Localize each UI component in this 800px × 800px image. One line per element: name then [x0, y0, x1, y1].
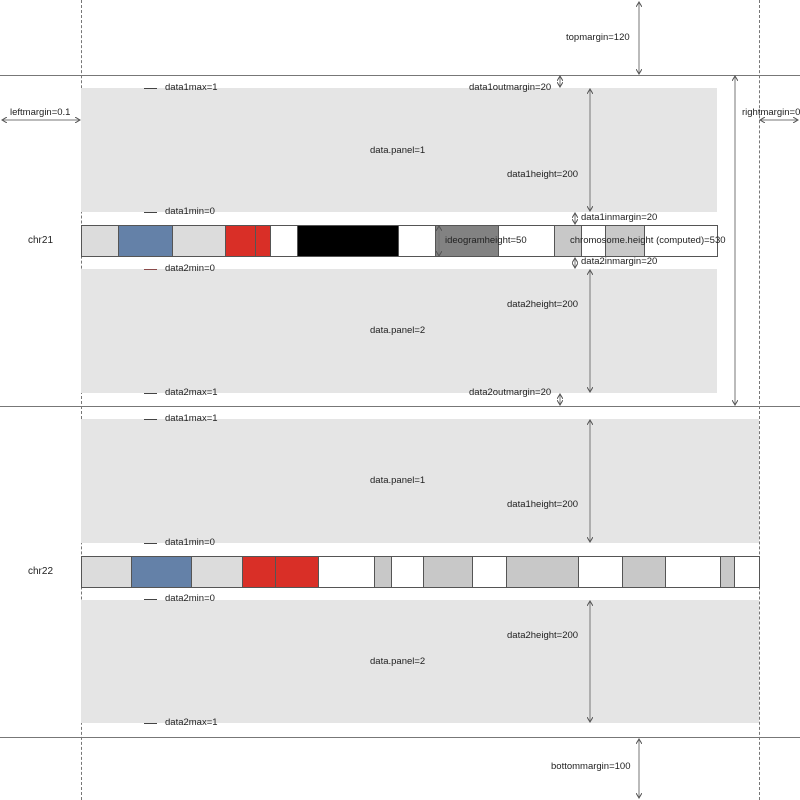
- chr22-data2height-label: data2height=200: [507, 630, 579, 641]
- data1max-tick: [144, 88, 157, 89]
- chr22-label: chr22: [28, 566, 54, 577]
- chr21-band: [581, 225, 606, 257]
- chr21-panel2-label: data.panel=2: [370, 325, 426, 336]
- bottommargin-label: bottommargin=100: [551, 761, 631, 772]
- top-boundary-line: [0, 75, 800, 76]
- chr21-panel1-label: data.panel=1: [370, 145, 426, 156]
- data2inmargin-label: data2inmargin=20: [581, 256, 658, 267]
- chr21-band: [498, 225, 555, 257]
- chr22-band: [318, 556, 375, 588]
- leftmargin-label: leftmargin=0.1: [10, 107, 71, 118]
- chr22-data-panel-1: [81, 419, 759, 543]
- chromosome-separator-line: [0, 406, 800, 407]
- data1min-tick: [144, 212, 157, 213]
- chr22-band: [578, 556, 623, 588]
- chr21-data1min-label: data1min=0: [165, 206, 215, 217]
- data2max-tick: [144, 393, 157, 394]
- chr21-band: [605, 225, 645, 257]
- data2min-tick: [144, 269, 157, 270]
- data1outmargin-label: data1outmargin=20: [469, 82, 552, 93]
- chr21-data2min-label: data2min=0: [165, 263, 215, 274]
- chr21-data-panel-2: [81, 269, 717, 393]
- chr21-band: [81, 225, 119, 257]
- chr22-panel2-label: data.panel=2: [370, 656, 426, 667]
- chr22-data1max-label: data1max=1: [165, 413, 218, 424]
- data1inmargin-label: data1inmargin=20: [581, 212, 658, 223]
- chr21-data1height-label: data1height=200: [507, 169, 579, 180]
- bottom-boundary-line: [0, 737, 800, 738]
- chr21-data2height-label: data2height=200: [507, 299, 579, 310]
- ideogramheight-label: ideogramheight=50: [445, 235, 527, 246]
- chromosome-height-label: chromosome.height (computed)=530: [570, 235, 726, 246]
- chr21-data-panel-1: [81, 88, 717, 212]
- chr21-data2max-label: data2max=1: [165, 387, 218, 398]
- chr21-band: [118, 225, 173, 257]
- data2max-tick: [144, 723, 157, 724]
- chr22-data2max-label: data2max=1: [165, 717, 218, 728]
- topmargin-label: topmargin=120: [566, 32, 630, 43]
- chr22-data-panel-2: [81, 600, 759, 723]
- chr22-band: [506, 556, 579, 588]
- chr22-band: [734, 556, 760, 588]
- data2outmargin-label: data2outmargin=20: [469, 387, 552, 398]
- chr22-band: [81, 556, 132, 588]
- chr22-band: [423, 556, 473, 588]
- data1min-tick: [144, 543, 157, 544]
- chr21-band: [270, 225, 298, 257]
- chr22-band: [665, 556, 721, 588]
- chr22-data1min-label: data1min=0: [165, 537, 215, 548]
- data1max-tick: [144, 419, 157, 420]
- chr22-data1height-label: data1height=200: [507, 499, 579, 510]
- chr21-data1max-label: data1max=1: [165, 82, 218, 93]
- chr22-data2min-label: data2min=0: [165, 593, 215, 604]
- chr21-label: chr21: [28, 235, 54, 246]
- left-margin-guide: [81, 0, 82, 800]
- right-margin-guide: [759, 0, 760, 800]
- chr22-band: [472, 556, 507, 588]
- data2min-tick: [144, 599, 157, 600]
- chr21-band: [297, 225, 399, 257]
- chr21-band: [644, 225, 718, 257]
- chr22-panel1-label: data.panel=1: [370, 475, 426, 486]
- chr21-band: [398, 225, 436, 257]
- rightmargin-label: rightmargin=0: [742, 107, 800, 118]
